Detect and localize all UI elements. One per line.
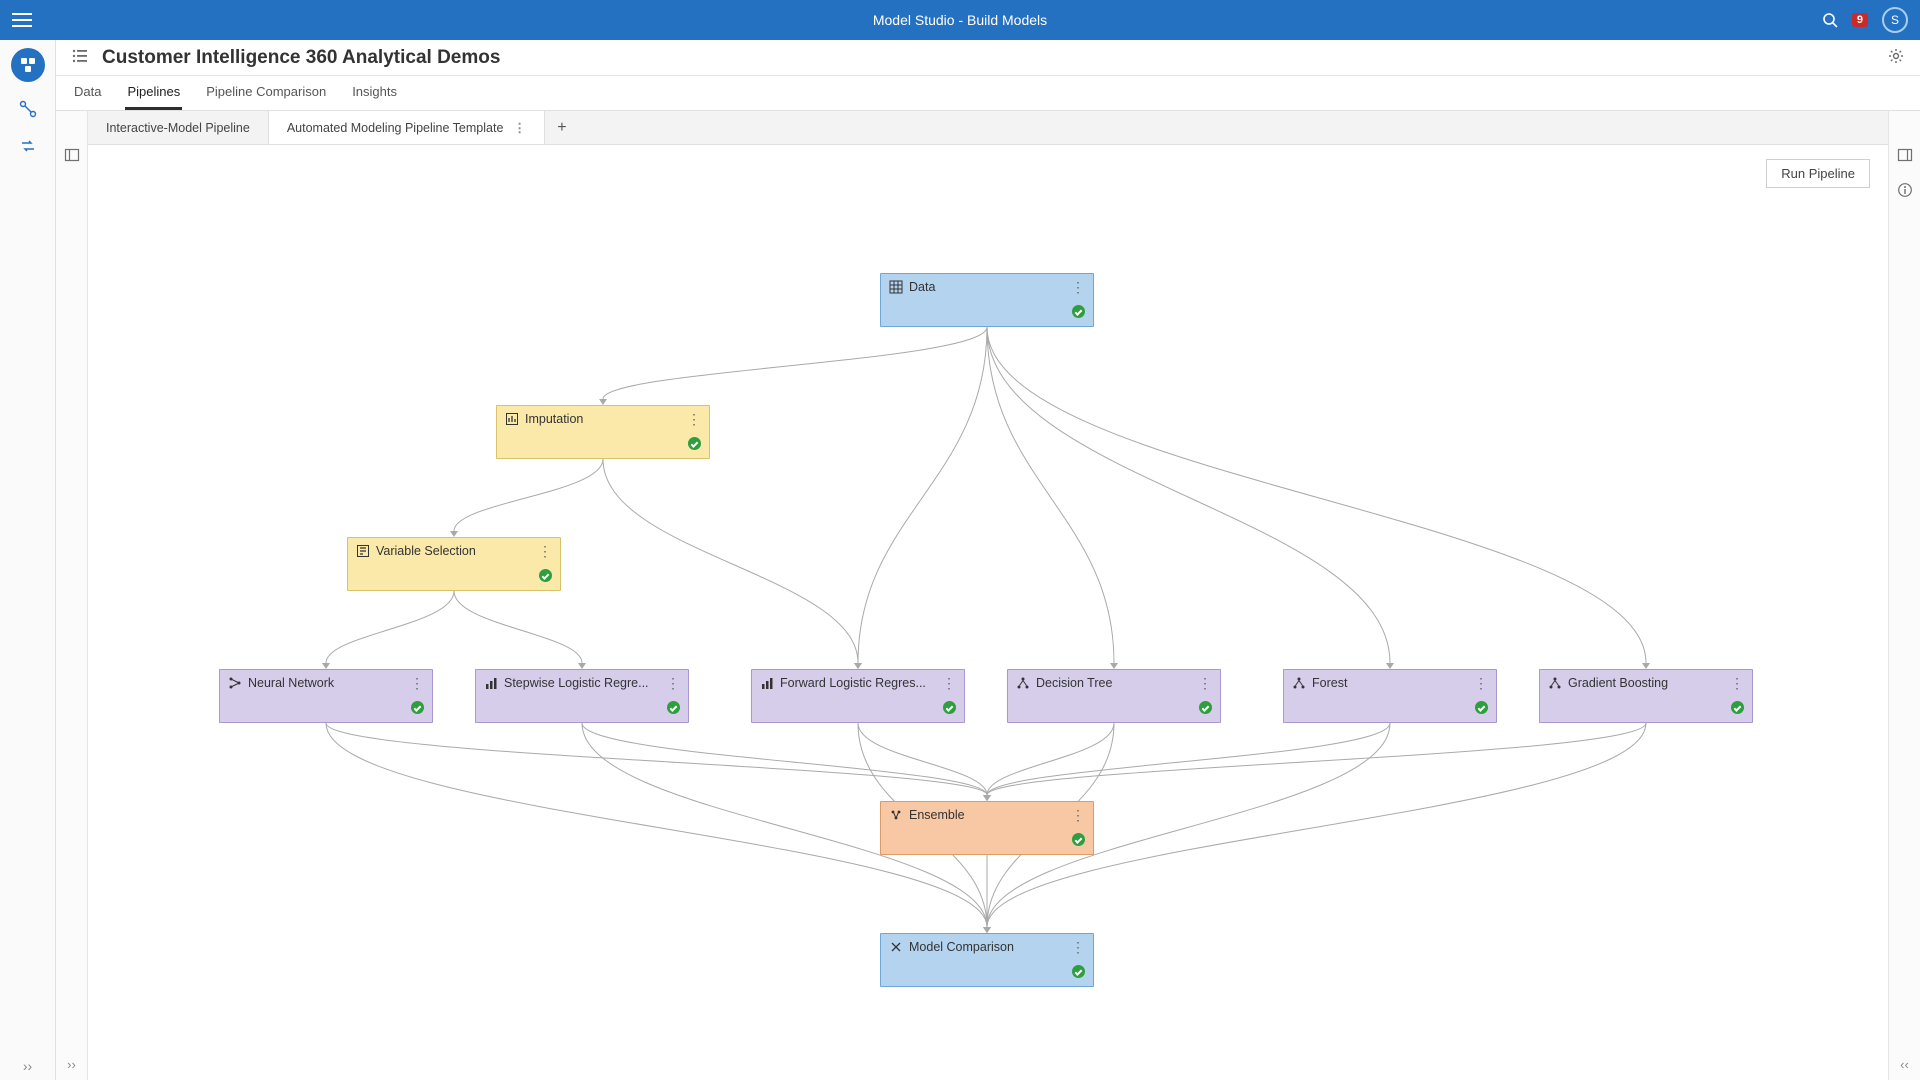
page-header: Customer Intelligence 360 Analytical Dem… bbox=[56, 40, 1920, 76]
pipeline-node-modelcomp[interactable]: Model Comparison ⋮ bbox=[880, 933, 1094, 987]
node-menu-icon[interactable]: ⋮ bbox=[410, 676, 424, 690]
status-success-icon bbox=[411, 701, 424, 717]
nav-tabs: Data Pipelines Pipeline Comparison Insights bbox=[56, 76, 1920, 111]
rail-item-pipelines-icon[interactable] bbox=[19, 100, 37, 121]
status-success-icon bbox=[1199, 701, 1212, 717]
pipeline-tab-label: Interactive-Model Pipeline bbox=[106, 121, 250, 135]
pipeline-node-dt[interactable]: Decision Tree ⋮ bbox=[1007, 669, 1221, 723]
pipeline-tab[interactable]: Automated Modeling Pipeline Template ⋮ bbox=[269, 111, 545, 144]
avatar[interactable]: S bbox=[1882, 7, 1908, 33]
node-menu-icon[interactable]: ⋮ bbox=[1730, 676, 1744, 690]
add-pipeline-button[interactable]: + bbox=[545, 119, 579, 137]
status-success-icon bbox=[943, 701, 956, 717]
pipeline-node-slr[interactable]: Stepwise Logistic Regre... ⋮ bbox=[475, 669, 689, 723]
pipeline-node-flr[interactable]: Forward Logistic Regres... ⋮ bbox=[751, 669, 965, 723]
nav-tab-pipelines[interactable]: Pipelines bbox=[125, 76, 182, 110]
status-success-icon bbox=[539, 569, 552, 585]
nav-tab-insights[interactable]: Insights bbox=[350, 76, 399, 110]
status-success-icon bbox=[688, 437, 701, 453]
run-pipeline-button[interactable]: Run Pipeline bbox=[1766, 159, 1870, 188]
node-type-icon bbox=[889, 280, 903, 294]
node-label: Neural Network bbox=[248, 676, 404, 690]
gear-icon[interactable] bbox=[1888, 48, 1904, 67]
node-label: Variable Selection bbox=[376, 544, 532, 558]
node-type-icon bbox=[1016, 676, 1030, 690]
node-label: Forest bbox=[1312, 676, 1468, 690]
node-menu-icon[interactable]: ⋮ bbox=[1474, 676, 1488, 690]
pipeline-node-imputation[interactable]: Imputation ⋮ bbox=[496, 405, 710, 459]
node-menu-icon[interactable]: ⋮ bbox=[1071, 940, 1085, 954]
rail-item-exchange-icon[interactable] bbox=[19, 137, 37, 158]
node-label: Gradient Boosting bbox=[1568, 676, 1724, 690]
node-menu-icon[interactable]: ⋮ bbox=[666, 676, 680, 690]
left-rail: ›› bbox=[0, 40, 56, 1080]
node-menu-icon[interactable]: ⋮ bbox=[1198, 676, 1212, 690]
pipeline-node-forest[interactable]: Forest ⋮ bbox=[1283, 669, 1497, 723]
node-menu-icon[interactable]: ⋮ bbox=[942, 676, 956, 690]
left-vertical-rail: ›› bbox=[56, 111, 88, 1080]
pipeline-node-ensemble[interactable]: Ensemble ⋮ bbox=[880, 801, 1094, 855]
search-icon[interactable] bbox=[1822, 12, 1838, 28]
node-label: Stepwise Logistic Regre... bbox=[504, 676, 660, 690]
node-type-icon bbox=[889, 940, 903, 954]
status-success-icon bbox=[1072, 833, 1085, 849]
right-rail-collapse[interactable]: ‹‹ bbox=[1900, 1057, 1909, 1072]
node-label: Imputation bbox=[525, 412, 681, 426]
pipeline-node-varsel[interactable]: Variable Selection ⋮ bbox=[347, 537, 561, 591]
status-success-icon bbox=[667, 701, 680, 717]
top-bar: Model Studio - Build Models 9 S bbox=[0, 0, 1920, 40]
app-title: Model Studio - Build Models bbox=[873, 12, 1047, 28]
left-rail-expand[interactable]: ›› bbox=[0, 1058, 55, 1074]
node-type-icon bbox=[228, 676, 242, 690]
node-type-icon bbox=[356, 544, 370, 558]
pipeline-canvas[interactable]: Run Pipeline Data⋮Imputation⋮Variable Se… bbox=[88, 145, 1888, 1080]
node-label: Ensemble bbox=[909, 808, 1065, 822]
node-label: Data bbox=[909, 280, 1065, 294]
pipeline-node-data[interactable]: Data ⋮ bbox=[880, 273, 1094, 327]
rail-properties-icon[interactable] bbox=[1897, 147, 1913, 166]
node-type-icon bbox=[484, 676, 498, 690]
pipeline-node-gb[interactable]: Gradient Boosting ⋮ bbox=[1539, 669, 1753, 723]
node-type-icon bbox=[1292, 676, 1306, 690]
node-type-icon bbox=[889, 808, 903, 822]
node-label: Forward Logistic Regres... bbox=[780, 676, 936, 690]
pipeline-tabs: Interactive-Model Pipeline Automated Mode… bbox=[88, 111, 1888, 145]
node-label: Decision Tree bbox=[1036, 676, 1192, 690]
node-menu-icon[interactable]: ⋮ bbox=[687, 412, 701, 426]
node-label: Model Comparison bbox=[909, 940, 1065, 954]
status-success-icon bbox=[1072, 965, 1085, 981]
toc-icon[interactable] bbox=[72, 48, 88, 67]
node-type-icon bbox=[1548, 676, 1562, 690]
product-icon[interactable] bbox=[11, 48, 45, 82]
rail-info-icon[interactable] bbox=[1897, 182, 1913, 201]
nav-tab-data[interactable]: Data bbox=[72, 76, 103, 110]
node-menu-icon[interactable]: ⋮ bbox=[1071, 808, 1085, 822]
pipeline-tab[interactable]: Interactive-Model Pipeline bbox=[88, 111, 269, 144]
pipeline-tab-menu-icon[interactable]: ⋮ bbox=[513, 120, 526, 135]
node-type-icon bbox=[760, 676, 774, 690]
rail-panel-icon[interactable] bbox=[56, 147, 87, 166]
node-menu-icon[interactable]: ⋮ bbox=[538, 544, 552, 558]
page-title: Customer Intelligence 360 Analytical Dem… bbox=[102, 47, 500, 69]
pipeline-tab-label: Automated Modeling Pipeline Template bbox=[287, 121, 504, 135]
status-success-icon bbox=[1731, 701, 1744, 717]
left-rail-collapse[interactable]: ›› bbox=[56, 1057, 87, 1072]
status-success-icon bbox=[1475, 701, 1488, 717]
status-success-icon bbox=[1072, 305, 1085, 321]
right-vertical-rail: ‹‹ bbox=[1888, 111, 1920, 1080]
hamburger-icon[interactable] bbox=[12, 9, 32, 31]
node-type-icon bbox=[505, 412, 519, 426]
node-menu-icon[interactable]: ⋮ bbox=[1071, 280, 1085, 294]
nav-tab-pipeline-comparison[interactable]: Pipeline Comparison bbox=[204, 76, 328, 110]
notification-badge[interactable]: 9 bbox=[1852, 13, 1868, 27]
pipeline-node-nn[interactable]: Neural Network ⋮ bbox=[219, 669, 433, 723]
